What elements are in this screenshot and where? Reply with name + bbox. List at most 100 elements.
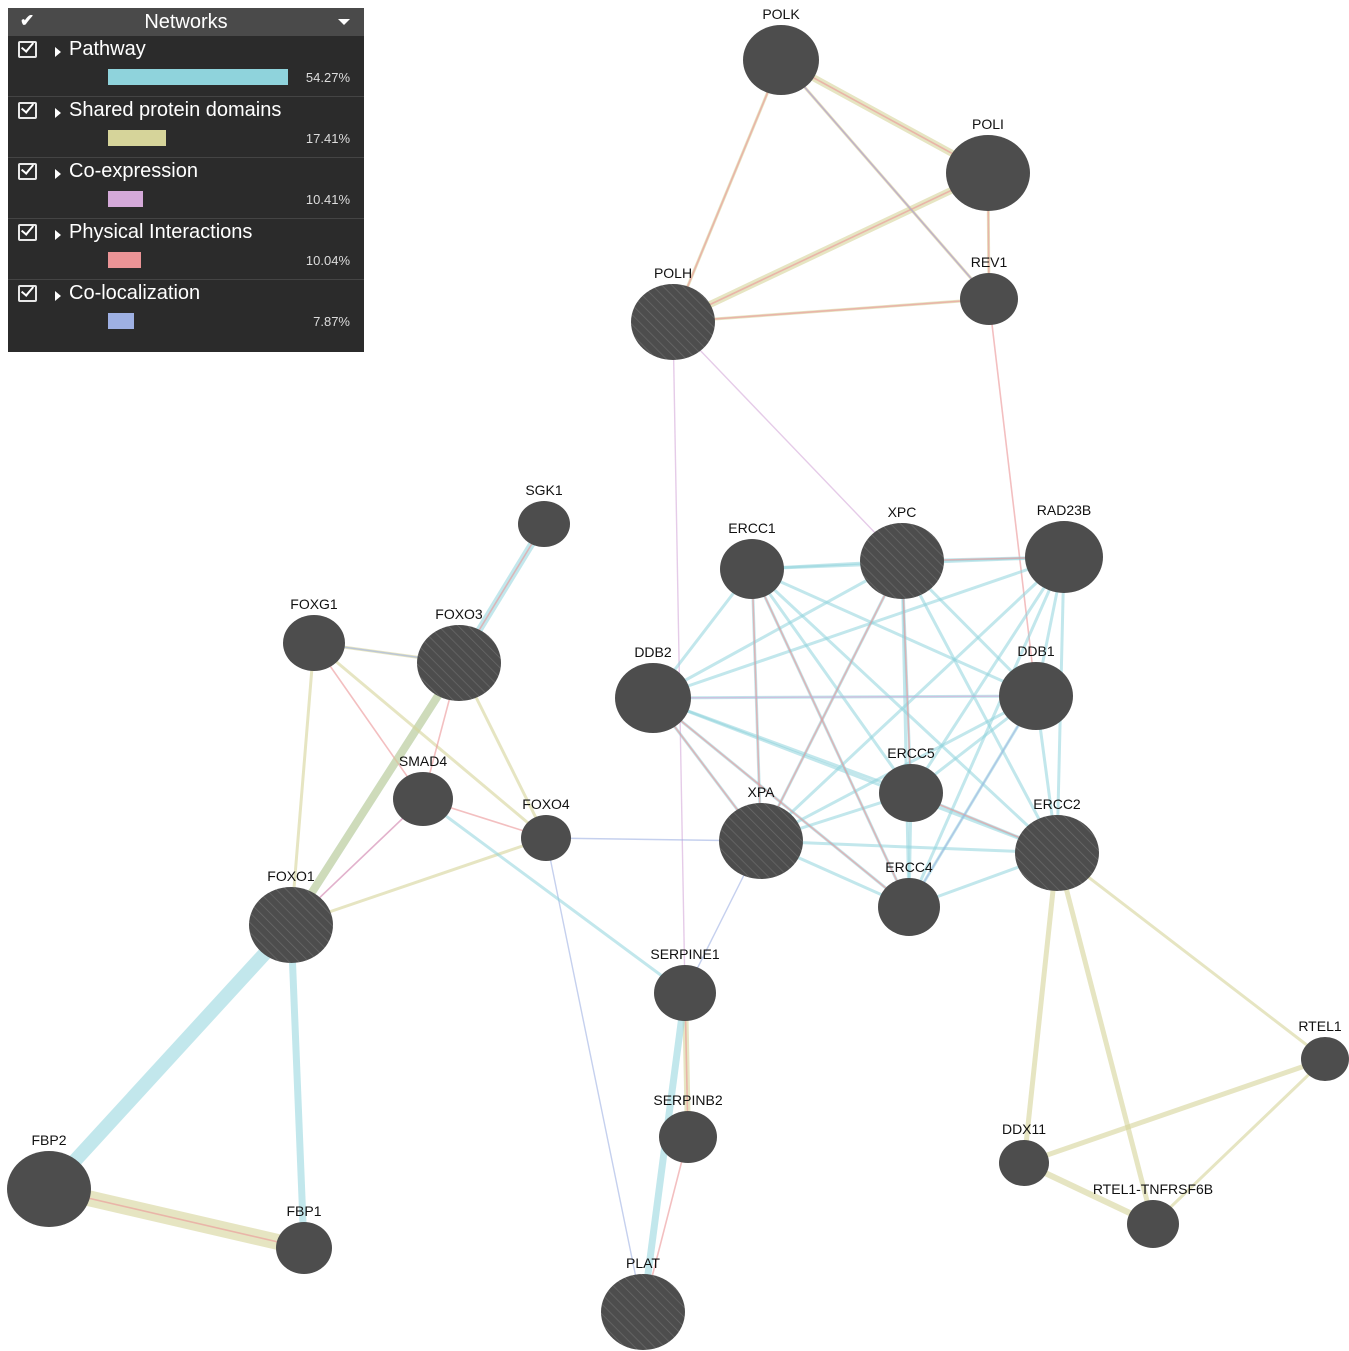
gene-node[interactable]: FOXO1 — [249, 868, 333, 963]
expand-triangle-icon[interactable] — [55, 169, 61, 179]
gene-node-circle[interactable] — [654, 965, 716, 1021]
expand-triangle-icon[interactable] — [55, 47, 61, 57]
gene-node-circle[interactable] — [878, 878, 940, 936]
panel-dropdown-icon[interactable] — [338, 19, 350, 25]
gene-node[interactable]: SERPINB2 — [653, 1092, 723, 1163]
edge-coexp — [672, 321, 903, 562]
network-checkbox-icon[interactable] — [18, 41, 37, 58]
gene-node[interactable]: ERCC4 — [878, 859, 940, 936]
edge-physical — [901, 560, 912, 794]
gene-node-circle[interactable] — [417, 625, 501, 701]
gene-node-circle[interactable] — [276, 1222, 332, 1274]
gene-node[interactable]: ERCC2 — [1015, 796, 1099, 891]
panel-title: Networks — [144, 11, 228, 33]
edge-domains — [1054, 852, 1156, 1225]
gene-node[interactable]: POLH — [631, 265, 715, 360]
gene-node[interactable]: DDB1 — [999, 643, 1073, 730]
gene-node[interactable]: RAD23B — [1025, 502, 1103, 593]
network-percent: 7.87% — [313, 314, 350, 329]
gene-node-circle[interactable] — [719, 803, 803, 879]
gene-node-circle[interactable] — [999, 1140, 1049, 1186]
gene-node[interactable]: DDB2 — [615, 644, 691, 733]
network-percent: 17.41% — [305, 131, 350, 146]
gene-node[interactable]: ERCC1 — [720, 520, 784, 599]
gene-node-label: FBP2 — [31, 1132, 66, 1148]
edge-domains — [1056, 851, 1326, 1061]
gene-node-circle[interactable] — [1025, 521, 1103, 593]
gene-node-circle[interactable] — [7, 1151, 91, 1227]
expand-triangle-icon[interactable] — [55, 291, 61, 301]
edge-pathway — [900, 560, 1059, 854]
gene-node-circle[interactable] — [518, 501, 570, 547]
gene-node-circle[interactable] — [615, 663, 691, 733]
gene-node[interactable]: XPC — [860, 504, 944, 599]
edge-coloc — [780, 59, 990, 300]
expand-triangle-icon[interactable] — [55, 230, 61, 240]
gene-node-label: ERCC4 — [885, 859, 933, 875]
gene-node[interactable]: SERPINE1 — [650, 946, 720, 1021]
gene-node[interactable]: FOXO3 — [417, 606, 501, 701]
gene-node-label: SGK1 — [525, 482, 563, 498]
gene-node-circle[interactable] — [1015, 815, 1099, 891]
gene-node-circle[interactable] — [743, 25, 819, 95]
network-checkbox-icon[interactable] — [18, 163, 37, 180]
gene-node-circle[interactable] — [631, 284, 715, 360]
gene-node[interactable]: POLK — [743, 6, 819, 95]
gene-node-circle[interactable] — [249, 887, 333, 963]
gene-node[interactable]: FOXO4 — [521, 796, 571, 861]
gene-node-circle[interactable] — [960, 273, 1018, 325]
network-row[interactable]: Co-expression 10.41% — [8, 158, 364, 219]
gene-node[interactable]: ERCC5 — [879, 745, 943, 822]
gene-node-label: DDB2 — [634, 644, 672, 660]
gene-node-label: PLAT — [626, 1255, 660, 1271]
gene-node[interactable]: DDX11 — [999, 1121, 1049, 1186]
gene-node[interactable]: FBP2 — [7, 1132, 91, 1227]
edge-domains — [287, 660, 463, 928]
gene-node-label: RTEL1 — [1298, 1018, 1342, 1034]
gene-node-circle[interactable] — [393, 772, 453, 826]
network-row[interactable]: Shared protein domains 17.41% — [8, 97, 364, 158]
select-all-check-icon[interactable]: ✔ — [20, 11, 35, 30]
network-percent: 10.41% — [305, 192, 350, 207]
expand-triangle-icon[interactable] — [55, 108, 61, 118]
gene-node-label: POLH — [654, 265, 692, 281]
gene-node-circle[interactable] — [879, 764, 943, 822]
gene-node-label: FBP1 — [286, 1203, 321, 1219]
network-checkbox-icon[interactable] — [18, 102, 37, 119]
gene-node-circle[interactable] — [283, 615, 345, 671]
network-row[interactable]: Co-localization 7.87% — [8, 280, 364, 340]
gene-node[interactable]: PLAT — [601, 1255, 685, 1350]
network-row[interactable]: Physical Interactions 10.04% — [8, 219, 364, 280]
gene-node-circle[interactable] — [720, 539, 784, 599]
gene-node[interactable]: FOXG1 — [283, 596, 345, 671]
gene-node[interactable]: RTEL1-TNFRSF6B — [1093, 1181, 1213, 1248]
edge-coloc — [545, 837, 644, 1313]
edge-pathway — [652, 559, 903, 700]
networks-panel-header[interactable]: ✔ Networks — [8, 8, 364, 36]
gene-node[interactable]: RTEL1 — [1298, 1018, 1349, 1081]
gene-node-circle[interactable] — [946, 135, 1030, 211]
edge-domains — [1021, 852, 1060, 1164]
gene-node-circle[interactable] — [999, 662, 1073, 730]
edge-domains — [1023, 1056, 1326, 1166]
gene-node-label: ERCC5 — [887, 745, 935, 761]
edge-pathway — [909, 556, 1066, 794]
gene-node-circle[interactable] — [659, 1111, 717, 1163]
gene-node-circle[interactable] — [1301, 1037, 1349, 1081]
gene-node[interactable]: SGK1 — [518, 482, 570, 547]
gene-node[interactable]: REV1 — [960, 254, 1018, 325]
gene-node-circle[interactable] — [601, 1274, 685, 1350]
gene-node[interactable]: FBP1 — [276, 1203, 332, 1274]
network-row[interactable]: Pathway 54.27% — [8, 36, 364, 97]
gene-node[interactable]: POLI — [946, 116, 1030, 211]
node-layer[interactable]: POLK POLI REV1 POLH SGK1 ERCC1 XPC RAD23B FOXG1 F… — [7, 6, 1349, 1350]
gene-node[interactable]: XPA — [719, 784, 803, 879]
gene-node-label: ERCC2 — [1033, 796, 1081, 812]
gene-node-circle[interactable] — [860, 523, 944, 599]
network-checkbox-icon[interactable] — [18, 224, 37, 241]
gene-node-circle[interactable] — [521, 815, 571, 861]
gene-node-circle[interactable] — [1127, 1200, 1179, 1248]
network-checkbox-icon[interactable] — [18, 285, 37, 302]
gene-node[interactable]: SMAD4 — [393, 753, 453, 826]
